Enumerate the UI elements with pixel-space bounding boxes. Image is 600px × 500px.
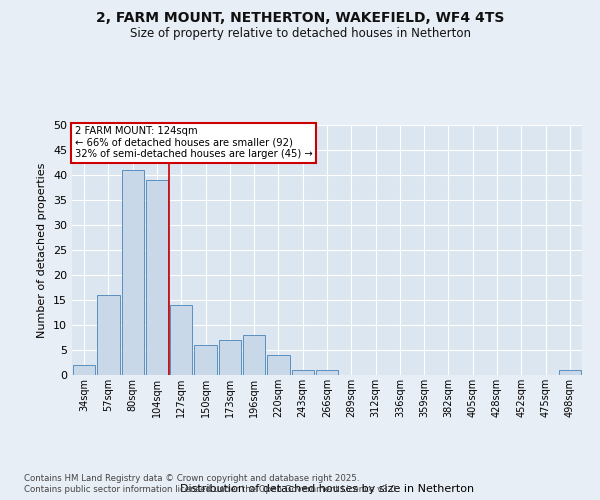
Bar (170, 305, 193, 375)
Text: 2 FARM MOUNT: 124sqm
← 66% of detached houses are smaller (92)
32% of semi-detac: 2 FARM MOUNT: 124sqm ← 66% of detached h… (74, 126, 313, 160)
X-axis label: Distribution of detached houses by size in Netherton: Distribution of detached houses by size … (180, 484, 474, 494)
Bar (559, 370, 581, 375)
Bar (316, 370, 338, 375)
Bar (292, 370, 314, 375)
Bar (194, 345, 217, 375)
Bar (146, 180, 168, 375)
Bar (73, 365, 95, 375)
Text: Contains HM Land Registry data © Crown copyright and database right 2025.: Contains HM Land Registry data © Crown c… (24, 474, 359, 483)
Text: 2, FARM MOUNT, NETHERTON, WAKEFIELD, WF4 4TS: 2, FARM MOUNT, NETHERTON, WAKEFIELD, WF4… (96, 11, 504, 25)
Bar (243, 335, 265, 375)
Bar (267, 355, 290, 375)
Text: Contains public sector information licensed under the Open Government Licence v3: Contains public sector information licen… (24, 485, 398, 494)
Text: Size of property relative to detached houses in Netherton: Size of property relative to detached ho… (130, 28, 470, 40)
Bar (97, 295, 119, 375)
Bar (122, 170, 144, 375)
Y-axis label: Number of detached properties: Number of detached properties (37, 162, 47, 338)
Bar (218, 340, 241, 375)
